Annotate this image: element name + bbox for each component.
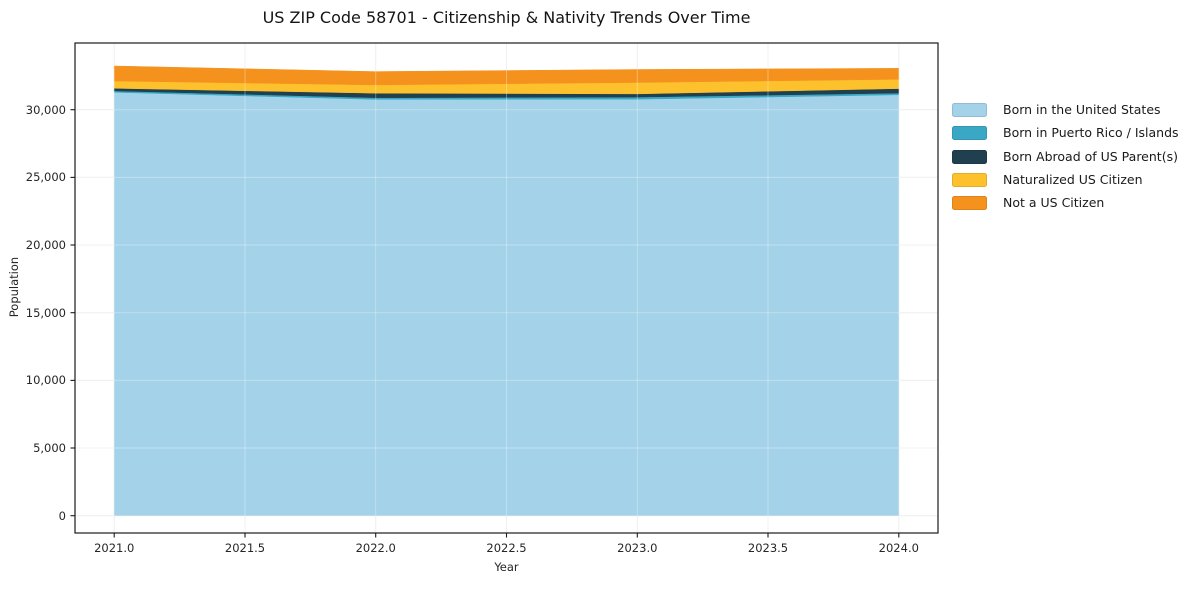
- x-tick-label: 2022.0: [355, 541, 396, 555]
- legend-swatch: [952, 172, 987, 187]
- legend-label: Born in Puerto Rico / Islands: [1003, 125, 1179, 141]
- area-not-a-us-citizen: [113, 65, 900, 86]
- legend-item-born-in-puerto-rico-islands: Born in Puerto Rico / Islands: [952, 125, 1179, 141]
- legend-item-born-in-the-united-states: Born in the United States: [952, 103, 1179, 117]
- x-axis-title: Year: [494, 560, 519, 574]
- y-tick-label: 25,000: [25, 170, 66, 185]
- y-axis-title: Population: [7, 256, 21, 318]
- x-tick-label: 2024.0: [878, 541, 919, 555]
- legend-label: Born in the United States: [1003, 102, 1161, 117]
- legend-swatch: [952, 149, 987, 164]
- legend-item-naturalized-us-citizen: Naturalized US Citizen: [952, 171, 1179, 187]
- x-tick-label: 2023.0: [617, 541, 658, 555]
- x-tick-label: 2023.5: [747, 541, 789, 555]
- legend-swatch: [952, 103, 987, 117]
- y-tick-label: 10,000: [25, 373, 66, 388]
- legend-item-born-abroad-of-us-parent-s: Born Abroad of US Parent(s): [952, 148, 1179, 164]
- legend: Born in the United States Born in Puerto …: [952, 103, 1179, 219]
- chart-title: US ZIP Code 58701 - Citizenship & Nativi…: [262, 8, 751, 27]
- legend-label: Not a US Citizen: [1003, 195, 1105, 211]
- y-tick-label: 0: [58, 508, 66, 523]
- y-tick-label: 30,000: [25, 102, 66, 117]
- x-tick-label: 2021.5: [224, 541, 266, 555]
- y-tick-label: 15,000: [25, 305, 66, 320]
- legend-swatch: [952, 126, 987, 141]
- x-tick-label: 2022.5: [486, 541, 527, 555]
- legend-swatch: [952, 196, 987, 211]
- legend-label: Naturalized US Citizen: [1003, 171, 1143, 187]
- legend-label: Born Abroad of US Parent(s): [1003, 148, 1178, 164]
- x-tick-label: 2021.0: [94, 541, 135, 555]
- y-tick-label: 5,000: [33, 441, 66, 455]
- legend-item-not-a-us-citizen: Not a US Citizen: [952, 195, 1179, 211]
- y-tick-label: 20,000: [25, 238, 66, 252]
